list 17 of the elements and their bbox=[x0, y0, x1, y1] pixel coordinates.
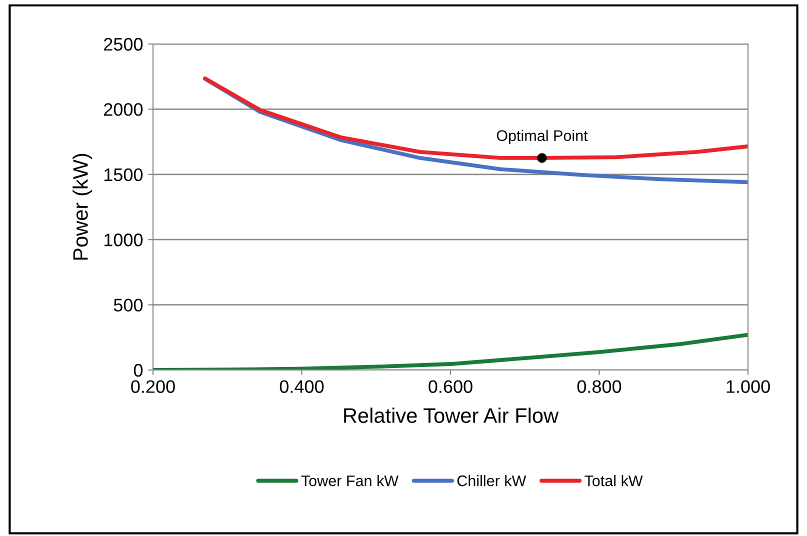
legend-label: Chiller kW bbox=[457, 475, 526, 486]
x-axis-title: Relative Tower Air Flow bbox=[344, 408, 559, 423]
x-tick-label: 0.600 bbox=[428, 380, 472, 393]
y-tick-label: 0 bbox=[134, 364, 143, 377]
annotation: Optimal Point bbox=[496, 130, 588, 144]
y-tick-label: 2500 bbox=[104, 38, 143, 51]
x-tick-label: 0.200 bbox=[131, 380, 175, 393]
y-tick-label: 1000 bbox=[104, 234, 143, 246]
legend-label: Total kW bbox=[584, 475, 643, 486]
y-tick-label: 1500 bbox=[104, 168, 143, 182]
x-tick-label: 1.000 bbox=[726, 380, 770, 393]
x-tick-label: 0.400 bbox=[280, 380, 324, 393]
y-axis-title: Power (kW) bbox=[72, 154, 92, 260]
legend-label: Tower Fan kW bbox=[301, 475, 399, 486]
x-tick-label: 0.800 bbox=[577, 380, 622, 393]
y-tick-label: 2000 bbox=[104, 103, 143, 116]
y-tick-label: 500 bbox=[114, 298, 143, 312]
